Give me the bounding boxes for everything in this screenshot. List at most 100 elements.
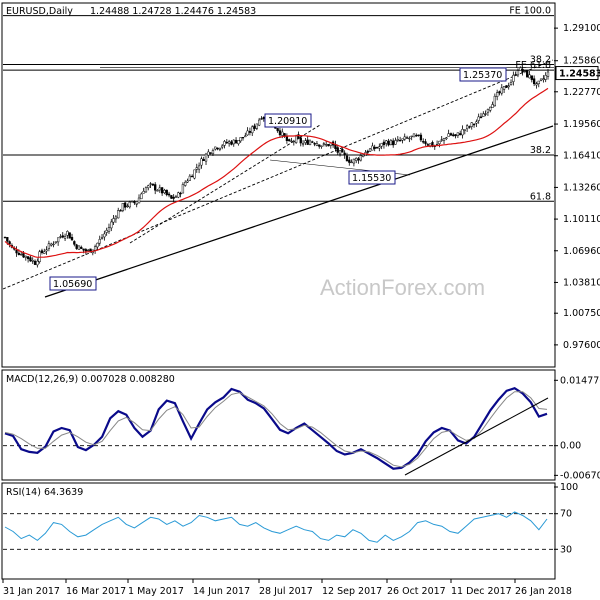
candle-body xyxy=(398,139,402,142)
price-ytick-label: 1.29100 xyxy=(563,23,600,34)
rsi-ytick-label: 70 xyxy=(560,509,572,520)
candle-body xyxy=(410,135,413,138)
candle-body xyxy=(396,139,399,141)
candle-body xyxy=(341,148,344,153)
candle-body xyxy=(292,140,295,143)
candle-body xyxy=(237,140,240,145)
candle-body xyxy=(301,143,305,145)
candle-body xyxy=(239,137,242,142)
candle-body xyxy=(461,129,464,136)
candle-body xyxy=(202,159,205,162)
annotation-label: 1.20910 xyxy=(268,116,307,127)
candle-body xyxy=(75,244,78,249)
candle-body xyxy=(507,85,510,88)
candle-body xyxy=(311,141,314,143)
candle-body xyxy=(56,237,60,243)
candle-body xyxy=(232,139,235,145)
candle-body xyxy=(392,140,395,146)
candle-body xyxy=(234,139,238,144)
candle-body xyxy=(338,150,342,155)
candle-body xyxy=(539,78,543,81)
level-label: 38.2 xyxy=(530,145,551,156)
candle-body xyxy=(121,203,124,211)
candle-body xyxy=(87,249,90,252)
candle-body xyxy=(535,83,538,86)
candle-body xyxy=(454,134,457,137)
candle-body xyxy=(195,167,198,170)
candle-body xyxy=(468,126,471,128)
candle-body xyxy=(193,169,196,179)
price-ytick-label: 1.25860 xyxy=(563,56,600,67)
candle-body xyxy=(248,130,252,133)
candle-body xyxy=(246,130,249,136)
candle-body xyxy=(221,145,224,148)
x-tick-label: 26 Oct 2017 xyxy=(387,586,446,597)
candle-body xyxy=(375,147,379,149)
candle-body xyxy=(498,91,501,94)
macd-trendline xyxy=(404,397,549,476)
candle-body xyxy=(211,150,215,155)
annotation-box xyxy=(49,276,97,291)
candle-body xyxy=(66,231,69,236)
candle-body xyxy=(6,237,9,242)
candle-body xyxy=(209,152,212,154)
candle-body xyxy=(449,133,453,136)
candle-body xyxy=(477,116,480,121)
candle-body xyxy=(435,143,439,146)
candle-body xyxy=(73,241,76,245)
annotation-label: 1.15530 xyxy=(352,173,391,184)
candle-body xyxy=(382,141,386,146)
candle-body xyxy=(371,145,374,151)
ohlc-text: 1.24488 1.24728 1.24476 1.24583 xyxy=(90,6,256,17)
candle-body xyxy=(214,146,217,150)
candle-body xyxy=(3,236,7,239)
candle-body xyxy=(281,131,284,136)
candle-body xyxy=(93,246,97,251)
candle-body xyxy=(350,161,353,164)
candle-body xyxy=(408,137,411,140)
candle-body xyxy=(278,130,282,136)
candle-body xyxy=(147,185,150,189)
candle-body xyxy=(306,139,309,145)
level-label: FE 100.0 xyxy=(509,6,551,17)
x-tick-label: 28 Jul 2017 xyxy=(259,586,313,597)
level-label: FE 61.8 xyxy=(515,60,551,71)
candle-body xyxy=(114,216,118,220)
last-price-label: 1.24583 xyxy=(559,69,600,80)
candle-body xyxy=(401,138,404,141)
candle-body xyxy=(486,109,490,113)
candle-body xyxy=(225,141,228,144)
candle-body xyxy=(20,253,23,256)
channel-dashed-line-2 xyxy=(129,124,321,244)
candle-body xyxy=(336,147,339,153)
candle-body xyxy=(424,141,427,144)
candle-body xyxy=(177,192,180,198)
price-panel xyxy=(1,2,556,368)
candle-body xyxy=(172,196,175,199)
x-tick-label: 12 Sep 2017 xyxy=(322,586,382,597)
candle-body xyxy=(544,75,547,80)
candle-body xyxy=(509,82,513,85)
candle-body xyxy=(345,155,349,162)
candle-body xyxy=(491,104,494,108)
candle-body xyxy=(463,129,466,131)
candle-body xyxy=(103,233,106,238)
candle-body xyxy=(186,180,189,183)
annotation-box xyxy=(459,67,507,82)
price-ytick-label: 1.06960 xyxy=(563,246,600,257)
candle-body xyxy=(373,146,376,149)
candle-body xyxy=(528,74,531,79)
candle-body xyxy=(184,181,187,186)
x-tick-label: 1 May 2017 xyxy=(128,586,184,597)
candle-body xyxy=(440,139,443,141)
candle-body xyxy=(230,141,233,145)
level-label: 61.8 xyxy=(530,191,551,202)
candle-body xyxy=(54,241,57,243)
candle-body xyxy=(318,144,321,147)
candle-body xyxy=(119,210,122,212)
last-price-box xyxy=(555,66,599,81)
candle-body xyxy=(389,139,393,146)
candle-body xyxy=(204,153,208,162)
candle-body xyxy=(133,201,136,204)
